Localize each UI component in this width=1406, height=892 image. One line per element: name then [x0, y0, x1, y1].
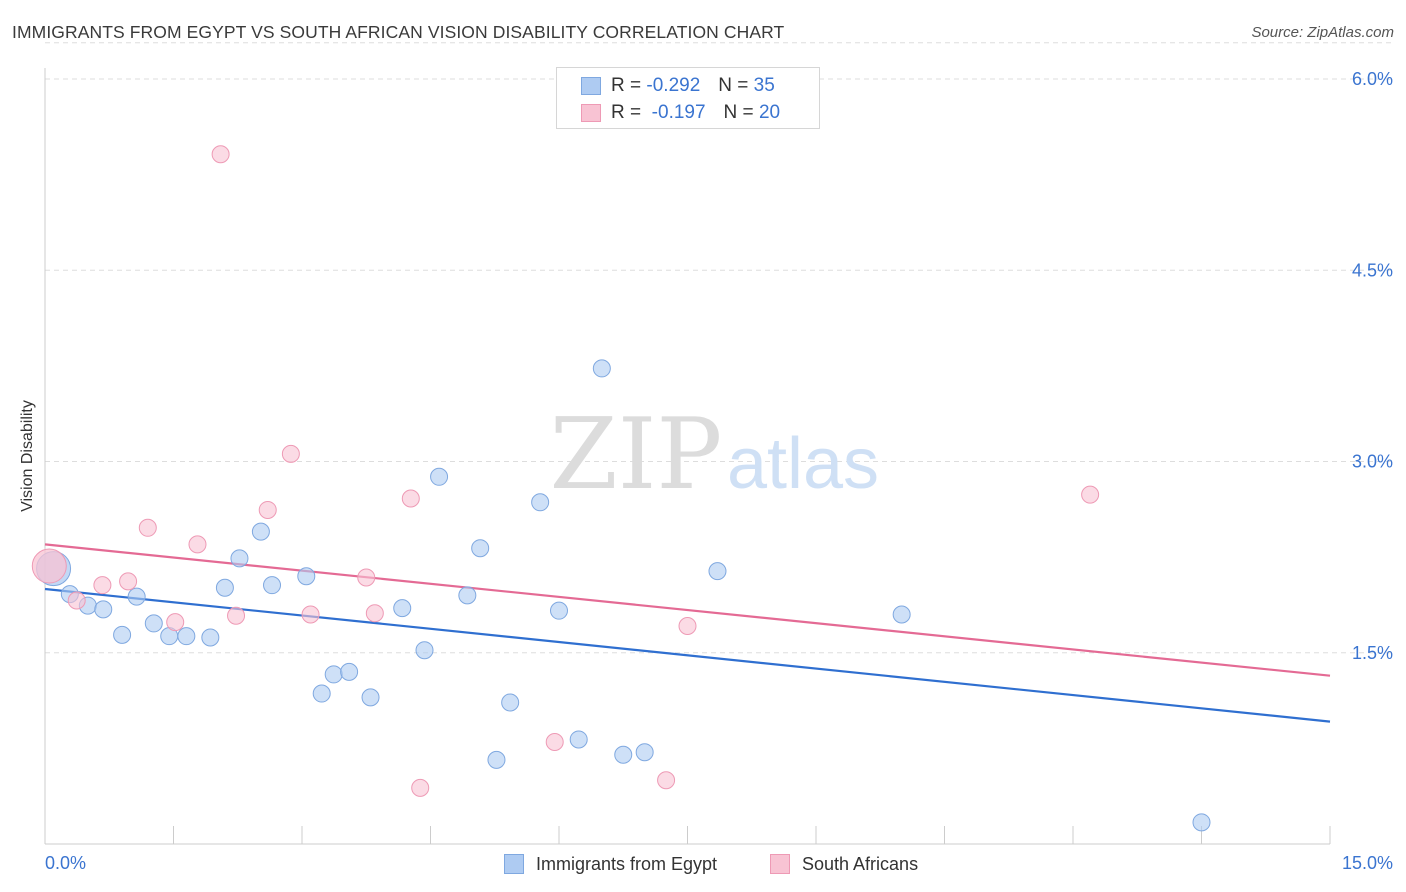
data-point — [211, 145, 230, 164]
trend-line — [44, 587, 1331, 723]
data-point — [215, 578, 234, 597]
data-point — [487, 750, 506, 769]
data-point — [1192, 813, 1211, 832]
data-point — [258, 500, 277, 519]
legend-n-label: N = — [718, 75, 749, 96]
data-point — [201, 628, 220, 647]
data-point — [301, 605, 320, 624]
data-point — [263, 576, 282, 595]
legend-swatch-egypt — [581, 77, 601, 95]
data-point — [166, 613, 185, 632]
data-point — [127, 587, 146, 606]
data-point — [324, 665, 343, 684]
data-point — [892, 605, 911, 624]
data-point — [227, 606, 246, 625]
chart-title: IMMIGRANTS FROM EGYPT VS SOUTH AFRICAN V… — [12, 22, 785, 42]
data-point — [531, 493, 550, 512]
data-point — [1081, 485, 1100, 504]
data-point — [393, 599, 412, 618]
trend-lines — [44, 543, 1331, 723]
watermark-zip: ZIP — [550, 398, 723, 512]
data-point — [411, 778, 430, 797]
source-credit: Source: ZipAtlas.com — [1251, 24, 1394, 41]
data-point — [251, 522, 270, 541]
axes — [44, 68, 1331, 845]
series-legend-south-africans: South Africans — [770, 852, 918, 876]
data-point — [357, 568, 376, 587]
data-point — [297, 567, 316, 586]
legend-swatch-south-africans — [770, 854, 790, 874]
legend-n-value: 20 — [758, 102, 781, 123]
data-point — [545, 733, 564, 751]
data-point — [281, 444, 300, 463]
legend-r-label: R = — [611, 75, 642, 96]
legend-r-label: R = — [611, 102, 642, 123]
data-points — [31, 145, 1211, 832]
series-legend-egypt: Immigrants from Egypt — [504, 852, 717, 876]
legend-row-egypt: R = -0.292 N = 35 — [581, 73, 775, 99]
legend-row-south-africans: R = -0.197 N = 20 — [581, 100, 780, 126]
data-point — [177, 627, 196, 646]
x-tick-label: 0.0% — [45, 853, 86, 873]
legend-series-name: South Africans — [802, 853, 919, 874]
y-tick-label: 6.0% — [1352, 69, 1393, 89]
watermark-atlas: atlas — [727, 424, 879, 504]
data-point — [569, 730, 588, 749]
x-tick-label: 15.0% — [1342, 853, 1393, 873]
y-tick-label: 4.5% — [1352, 260, 1393, 280]
y-tick-label: 1.5% — [1352, 643, 1393, 663]
data-point — [113, 625, 132, 644]
data-point — [415, 641, 434, 660]
data-point — [312, 684, 331, 703]
data-point — [471, 539, 490, 558]
legend-r-value: -0.292 — [646, 75, 701, 96]
stats-legend: R = -0.292 N = 35 R = -0.197 N = 20 — [556, 67, 820, 129]
tick-labels: 1.5% 3.0% 4.5% 6.0% 0.0% 15.0% — [45, 69, 1393, 873]
data-point — [678, 616, 697, 635]
data-point — [592, 359, 611, 378]
legend-series-name: Immigrants from Egypt — [536, 853, 718, 874]
data-point — [401, 489, 420, 508]
trend-line — [44, 543, 1331, 677]
legend-n-label: N = — [723, 102, 754, 123]
data-point — [458, 586, 477, 605]
data-point — [93, 576, 112, 595]
data-point — [94, 600, 113, 619]
data-point — [550, 601, 568, 620]
legend-n-value: 35 — [753, 75, 775, 96]
data-point — [31, 548, 67, 584]
data-point — [708, 562, 727, 581]
data-point — [230, 549, 249, 568]
data-point — [501, 693, 520, 712]
data-point — [365, 604, 384, 623]
y-tick-label: 3.0% — [1352, 452, 1393, 472]
data-point — [361, 688, 380, 707]
data-point — [340, 662, 359, 681]
data-point — [144, 614, 163, 633]
data-point — [138, 518, 157, 537]
legend-swatch-egypt — [504, 854, 524, 874]
watermark: ZIP atlas — [550, 398, 879, 512]
data-point — [657, 771, 676, 790]
legend-swatch-south-africans — [581, 104, 601, 122]
data-point — [635, 743, 654, 762]
data-point — [188, 535, 207, 554]
data-point — [119, 572, 138, 591]
data-point — [614, 745, 633, 764]
data-point — [430, 467, 449, 486]
legend-r-value: -0.197 — [651, 102, 706, 123]
data-point — [67, 591, 86, 610]
